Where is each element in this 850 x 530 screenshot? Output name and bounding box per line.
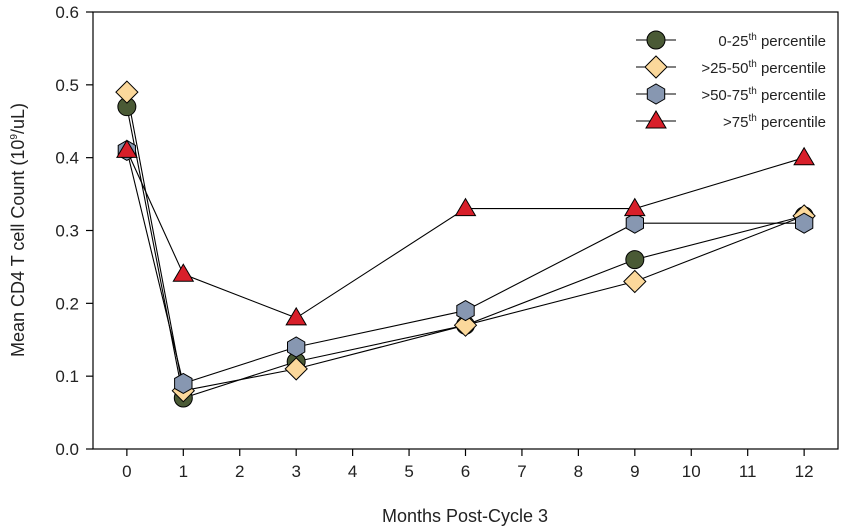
legend-marker-2 (644, 55, 668, 79)
data-point-series-2 (284, 357, 308, 381)
y-tick-label: 0.3 (55, 222, 79, 241)
legend-label-3: >50-75th percentile (701, 86, 826, 104)
legend-label-2: >25-50th percentile (701, 59, 826, 77)
legend-marker-4 (645, 110, 667, 129)
data-point-series-4 (454, 197, 477, 217)
series-line-4 (126, 150, 805, 319)
series-line-3 (126, 150, 805, 385)
x-tick-label: 4 (348, 462, 357, 481)
x-tick-label: 6 (461, 462, 470, 481)
legend: 0-25th percentile >25-50th percentile >50-… (628, 26, 833, 133)
legend-label-1: 0-25th percentile (718, 32, 826, 50)
x-tick-label: 5 (404, 462, 413, 481)
axis-ticks: 0 1 2 3 4 5 6 7 8 9 10 11 120.00.10.20.30.40.50.6 (55, 3, 813, 481)
y-tick-label: 0.1 (55, 367, 79, 386)
series-markers (115, 80, 816, 408)
y-tick-label: 0.4 (55, 149, 79, 168)
x-tick-label: 0 (122, 462, 131, 481)
legend-marker-1 (646, 30, 666, 50)
data-point-series-4 (285, 306, 308, 326)
series-lines (126, 91, 805, 399)
y-axis-title: Mean CD4 T cell Count (109/uL) (8, 103, 28, 357)
x-tick-label: 9 (630, 462, 639, 481)
data-point-series-3 (625, 212, 644, 234)
x-tick-label: 2 (235, 462, 244, 481)
y-tick-label: 0.0 (55, 440, 79, 459)
data-point-series-4 (172, 263, 195, 282)
x-tick-label: 12 (795, 462, 814, 481)
x-tick-label: 10 (682, 462, 701, 481)
data-point-series-3 (795, 212, 814, 234)
series-line-1 (126, 106, 805, 399)
legend-marker-3 (646, 83, 666, 105)
x-tick-label: 1 (179, 462, 188, 481)
data-point-series-2 (623, 269, 647, 294)
x-tick-label: 8 (574, 462, 583, 481)
data-point-series-4 (623, 197, 646, 217)
y-tick-label: 0.2 (55, 294, 79, 313)
y-tick-label: 0.6 (55, 3, 79, 22)
legend-label-4: >75th percentile (723, 113, 826, 131)
data-point-series-2 (453, 313, 478, 337)
data-point-series-3 (287, 336, 306, 358)
y-tick-label: 0.5 (55, 76, 79, 95)
data-point-series-4 (116, 139, 138, 158)
x-tick-label: 7 (517, 462, 526, 481)
series-line-2 (126, 91, 805, 392)
data-point-series-1 (625, 250, 645, 270)
x-axis-title: Months Post-Cycle 3 (382, 506, 548, 526)
data-point-series-4 (793, 146, 815, 166)
data-point-series-3 (456, 300, 475, 322)
x-tick-label: 3 (291, 462, 300, 481)
data-point-series-2 (115, 80, 139, 104)
x-tick-label: 11 (739, 462, 757, 481)
data-point-series-3 (174, 372, 193, 394)
